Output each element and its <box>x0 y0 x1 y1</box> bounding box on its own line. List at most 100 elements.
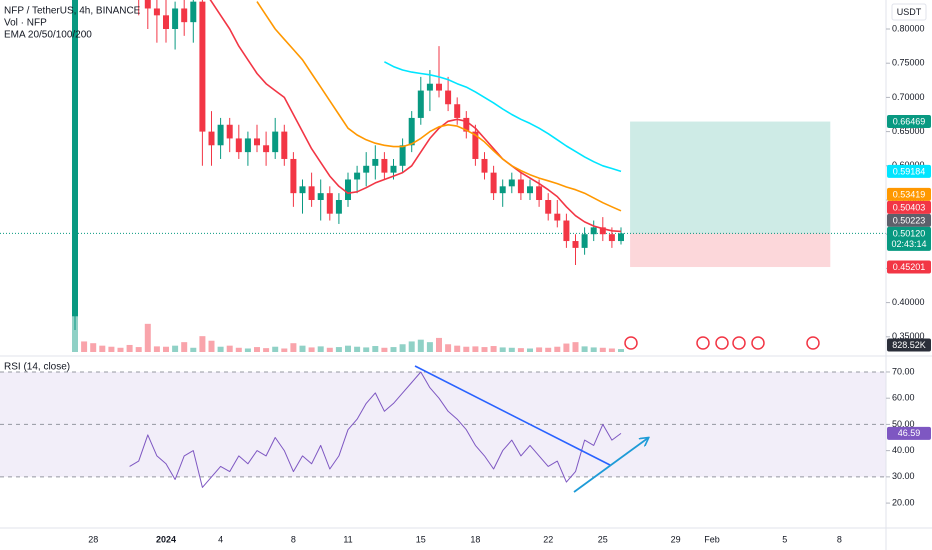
candle-body <box>290 158 297 194</box>
ema-line <box>384 61 622 173</box>
candle-body <box>244 138 251 153</box>
rsi-legend: RSI (14, close) <box>4 362 70 373</box>
x-tick-label: 11 <box>343 534 352 544</box>
volume-bar <box>317 346 324 352</box>
y-tick-label: 0.70000 <box>892 92 925 102</box>
volume-bar <box>599 347 606 352</box>
volume-tag: 828.52K <box>892 340 926 350</box>
ema-line <box>209 0 622 233</box>
last-price-tag: 0.50120 <box>893 228 926 238</box>
price-tag: 0.53419 <box>893 189 926 199</box>
volume-bar <box>90 343 97 352</box>
volume-bar <box>608 348 615 352</box>
candle-body <box>590 227 597 235</box>
event-flag <box>624 336 638 350</box>
candle-body <box>563 220 570 242</box>
x-tick-label: 5 <box>782 534 787 544</box>
volume-bar <box>354 346 361 352</box>
volume-bar <box>499 347 506 352</box>
position-profit <box>630 121 831 234</box>
candle-body <box>208 131 215 146</box>
candle-body <box>299 186 306 194</box>
y-tick-label: 20.00 <box>892 497 915 507</box>
volume-bar <box>172 345 179 352</box>
volume-bar <box>390 347 397 352</box>
candle-body <box>372 158 379 166</box>
volume-bar <box>199 336 206 352</box>
candle-body <box>226 124 233 139</box>
event-flag <box>715 336 729 350</box>
volume-bar <box>135 347 142 352</box>
candle-body <box>463 117 470 132</box>
volume-bar <box>399 344 406 352</box>
trend-arrow <box>573 438 648 493</box>
y-tick-label: 40.00 <box>892 445 915 455</box>
x-tick-label: 28 <box>88 534 98 544</box>
candle-body <box>263 145 270 153</box>
rsi-pane <box>0 371 886 488</box>
candle-body <box>599 227 606 235</box>
volume-bar <box>263 348 270 352</box>
volume-bar <box>490 346 497 352</box>
candle-body <box>527 186 533 194</box>
currency-label[interactable]: USDT <box>897 7 922 17</box>
volume-bar <box>472 346 479 352</box>
price-tag-box <box>887 200 931 214</box>
candle-body <box>581 234 588 248</box>
volume-bar <box>235 347 242 352</box>
trend-line <box>414 365 611 466</box>
stop-tag-box <box>887 260 931 274</box>
volume-bar <box>208 340 215 352</box>
currency-box[interactable] <box>891 3 927 21</box>
volume-bar <box>244 348 251 352</box>
volume-bar <box>517 348 524 352</box>
price-tag: 0.50223 <box>893 215 926 225</box>
candle-body <box>317 193 324 201</box>
volume-bar <box>363 347 370 352</box>
stop-tag: 0.45201 <box>893 262 926 272</box>
volume-tag-box <box>887 338 931 352</box>
volume-bar <box>581 346 588 352</box>
volume-bar <box>426 342 433 352</box>
volume-bar <box>417 339 424 352</box>
candle-body <box>417 90 424 118</box>
volume-legend: Vol · NFP <box>4 18 47 29</box>
y-tick-label: 0.65000 <box>892 126 925 136</box>
x-tick-label: 29 <box>671 534 681 544</box>
candle-body <box>454 104 461 118</box>
volume-bar <box>572 342 579 352</box>
volume-bar <box>408 341 415 352</box>
volume-bar <box>272 346 279 352</box>
candle-body <box>281 131 288 159</box>
event-flag <box>696 336 710 350</box>
rsi-line <box>129 371 622 488</box>
axis-layer: 0.350000.400000.450000.500000.550000.600… <box>88 23 931 544</box>
candle-body <box>254 138 260 146</box>
candle-body <box>235 138 242 153</box>
candle-body <box>408 117 415 146</box>
volume-bar <box>281 348 288 352</box>
rsi-tag-box <box>887 426 931 440</box>
volume-bar <box>372 346 379 352</box>
price-tag-box <box>887 115 931 129</box>
candle-body <box>326 193 333 214</box>
candle-body <box>490 172 497 194</box>
volume-bar <box>508 347 515 352</box>
volume-bar <box>445 344 452 352</box>
candle-body <box>445 90 452 105</box>
volume-bar <box>290 343 297 352</box>
volume-bar <box>108 346 115 352</box>
volume-bar <box>527 348 533 352</box>
candle-body <box>363 165 370 173</box>
y-tick-label: 70.00 <box>892 366 915 376</box>
event-flag <box>806 336 820 350</box>
volume-bar <box>481 347 488 352</box>
price-tag: 0.50403 <box>893 202 926 212</box>
volume-bar <box>554 346 561 352</box>
volume-bar <box>326 347 333 352</box>
volume-bar <box>153 346 160 352</box>
volume-bar <box>126 344 133 352</box>
volume-bar <box>545 347 552 352</box>
event-flag <box>751 336 765 350</box>
